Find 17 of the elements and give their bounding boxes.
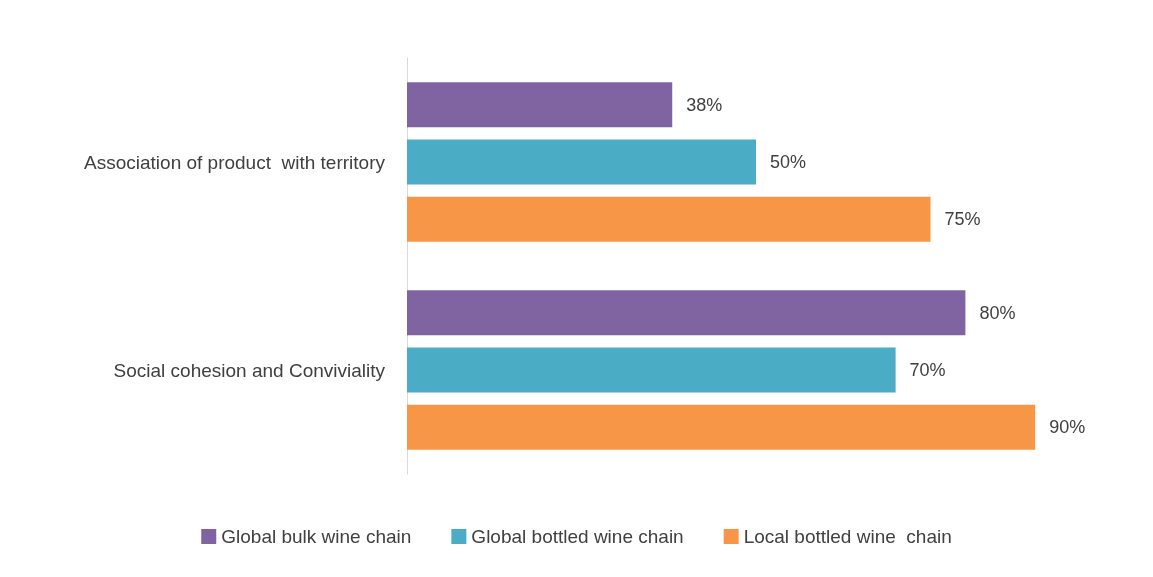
legend-label: Global bulk wine chain [221, 526, 412, 547]
bar [407, 404, 1036, 450]
bar [407, 347, 896, 393]
data-label: 70% [909, 360, 946, 380]
data-label: 50% [770, 152, 807, 172]
data-label: 90% [1049, 417, 1086, 438]
bar [407, 82, 673, 128]
legend-label: Global bottled wine chain [471, 526, 684, 547]
bar [407, 139, 756, 185]
legend-label: Local bottled wine chain [743, 526, 952, 547]
y-tick-label: Social cohesion and Conviviality [113, 359, 386, 381]
data-label: 80% [979, 302, 1016, 323]
data-label: 38% [686, 94, 723, 115]
y-tick-label: Association of product with territory [84, 151, 386, 173]
bar [407, 290, 966, 336]
bar [407, 196, 931, 242]
data-label: 75% [944, 209, 981, 230]
